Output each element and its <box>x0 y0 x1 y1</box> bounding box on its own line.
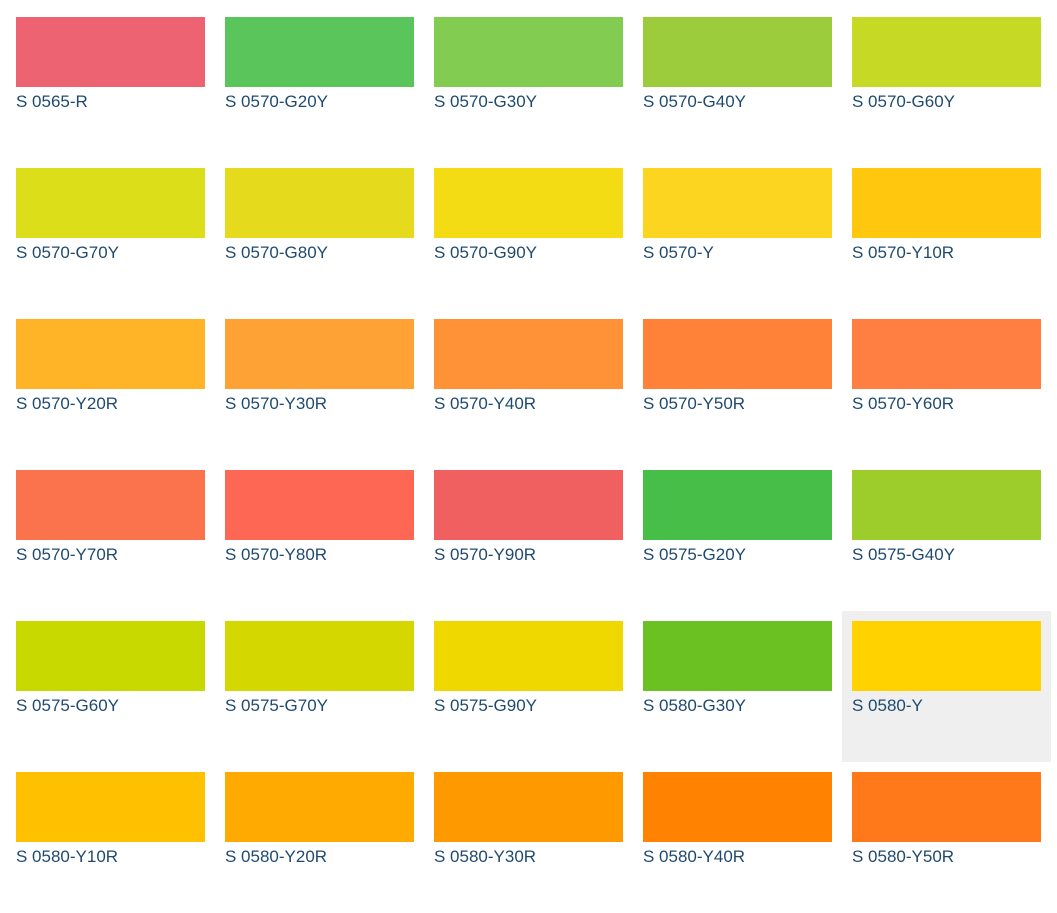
swatch-label[interactable]: S 0565-R <box>16 92 88 111</box>
color-swatch[interactable] <box>643 17 832 87</box>
swatch-label[interactable]: S 0575-G60Y <box>16 696 120 715</box>
swatch-label[interactable]: S 0570-Y <box>643 243 714 262</box>
swatch-label[interactable]: S 0570-Y90R <box>434 545 537 564</box>
color-swatch[interactable] <box>434 168 623 238</box>
color-swatch[interactable] <box>225 470 414 540</box>
color-swatch[interactable] <box>852 168 1041 238</box>
color-swatch[interactable] <box>434 17 623 87</box>
swatch-tile[interactable]: S 0575-G60Y <box>6 611 215 762</box>
color-swatch[interactable] <box>16 319 205 389</box>
swatch-label[interactable]: S 0580-Y50R <box>852 847 955 866</box>
swatch-tile[interactable]: S 0565-R <box>6 7 215 158</box>
swatch-tile[interactable]: S 0570-Y30R <box>215 309 424 460</box>
swatch-tile[interactable]: S 0570-Y70R <box>6 460 215 611</box>
color-swatch[interactable] <box>852 17 1041 87</box>
swatch-tile[interactable]: S 0580-Y10R <box>6 762 215 913</box>
swatch-tile[interactable]: S 0575-G40Y <box>842 460 1051 611</box>
swatch-label[interactable]: S 0580-Y20R <box>225 847 328 866</box>
color-swatch[interactable] <box>852 319 1041 389</box>
swatch-label[interactable]: S 0570-G20Y <box>225 92 329 111</box>
swatch-label[interactable]: S 0570-Y20R <box>16 394 119 413</box>
color-swatch[interactable] <box>225 168 414 238</box>
swatch-label[interactable]: S 0570-G40Y <box>643 92 747 111</box>
swatch-label[interactable]: S 0570-Y60R <box>852 394 955 413</box>
color-swatch[interactable] <box>225 17 414 87</box>
swatch-label[interactable]: S 0580-Y10R <box>16 847 119 866</box>
color-swatch[interactable] <box>16 168 205 238</box>
swatch-label[interactable]: S 0570-Y70R <box>16 545 119 564</box>
swatch-tile[interactable]: S 0570-G40Y <box>633 7 842 158</box>
color-swatch[interactable] <box>16 470 205 540</box>
swatch-tile[interactable]: S 0580-Y30R <box>424 762 633 913</box>
swatch-tile[interactable]: S 0570-G80Y <box>215 158 424 309</box>
color-swatch[interactable] <box>434 772 623 842</box>
color-swatch[interactable] <box>225 772 414 842</box>
swatch-tile[interactable]: S 0570-Y50R <box>633 309 842 460</box>
color-swatch[interactable] <box>225 319 414 389</box>
swatch-label[interactable]: S 0570-G70Y <box>16 243 120 262</box>
swatch-tile[interactable]: S 0570-G70Y <box>6 158 215 309</box>
swatch-tile[interactable]: S 0570-G20Y <box>215 7 424 158</box>
swatch-tile[interactable]: S 0580-G30Y <box>633 611 842 762</box>
swatch-tile[interactable]: S 0570-Y <box>633 158 842 309</box>
swatch-tile[interactable]: S 0580-Y20R <box>215 762 424 913</box>
color-swatch[interactable] <box>643 470 832 540</box>
color-swatch[interactable] <box>852 772 1041 842</box>
color-swatch[interactable] <box>434 470 623 540</box>
color-swatch[interactable] <box>225 621 414 691</box>
color-swatch[interactable] <box>643 168 832 238</box>
swatch-label[interactable]: S 0575-G90Y <box>434 696 538 715</box>
swatch-label[interactable]: S 0570-Y80R <box>225 545 328 564</box>
swatch-label[interactable]: S 0570-Y50R <box>643 394 746 413</box>
swatch-label[interactable]: S 0570-Y40R <box>434 394 537 413</box>
swatch-tile[interactable]: S 0570-Y40R <box>424 309 633 460</box>
color-swatch[interactable] <box>434 621 623 691</box>
swatch-tile[interactable]: S 0570-Y80R <box>215 460 424 611</box>
swatch-label[interactable]: S 0580-Y30R <box>434 847 537 866</box>
swatch-tile[interactable]: S 0570-G90Y <box>424 158 633 309</box>
swatch-tile[interactable]: S 0570-Y60R <box>842 309 1051 460</box>
swatch-tile[interactable]: S 0575-G20Y <box>633 460 842 611</box>
swatch-tile[interactable]: S 0575-G70Y <box>215 611 424 762</box>
swatch-tile[interactable]: S 0570-G30Y <box>424 7 633 158</box>
swatch-label[interactable]: S 0580-G30Y <box>643 696 747 715</box>
swatch-tile[interactable]: S 0580-Y <box>842 611 1051 762</box>
swatch-label[interactable]: S 0575-G40Y <box>852 545 956 564</box>
swatch-label[interactable]: S 0570-Y30R <box>225 394 328 413</box>
swatch-tile[interactable]: S 0570-G60Y <box>842 7 1051 158</box>
color-swatch[interactable] <box>16 772 205 842</box>
swatch-label[interactable]: S 0575-G20Y <box>643 545 747 564</box>
swatch-tile[interactable]: S 0580-Y40R <box>633 762 842 913</box>
color-swatch[interactable] <box>852 621 1041 691</box>
swatch-label[interactable]: S 0570-G90Y <box>434 243 538 262</box>
color-swatch[interactable] <box>16 621 205 691</box>
swatch-tile[interactable]: S 0575-G90Y <box>424 611 633 762</box>
swatch-label[interactable]: S 0580-Y40R <box>643 847 746 866</box>
swatch-tile[interactable]: S 0570-Y90R <box>424 460 633 611</box>
color-swatch-grid: S 0565-R S 0570-G20Y S 0570-G30Y S 0570-… <box>6 7 1051 913</box>
swatch-label[interactable]: S 0570-G30Y <box>434 92 538 111</box>
swatch-label[interactable]: S 0580-Y <box>852 696 923 715</box>
swatch-label[interactable]: S 0570-G80Y <box>225 243 329 262</box>
swatch-tile[interactable]: S 0570-Y10R <box>842 158 1051 309</box>
color-swatch[interactable] <box>643 772 832 842</box>
swatch-label[interactable]: S 0570-Y10R <box>852 243 955 262</box>
swatch-label[interactable]: S 0570-G60Y <box>852 92 956 111</box>
color-swatch[interactable] <box>852 470 1041 540</box>
color-swatch[interactable] <box>434 319 623 389</box>
color-swatch[interactable] <box>643 621 832 691</box>
swatch-tile[interactable]: S 0570-Y20R <box>6 309 215 460</box>
swatch-tile[interactable]: S 0580-Y50R <box>842 762 1051 913</box>
color-swatch[interactable] <box>643 319 832 389</box>
color-swatch[interactable] <box>16 17 205 87</box>
swatch-label[interactable]: S 0575-G70Y <box>225 696 329 715</box>
